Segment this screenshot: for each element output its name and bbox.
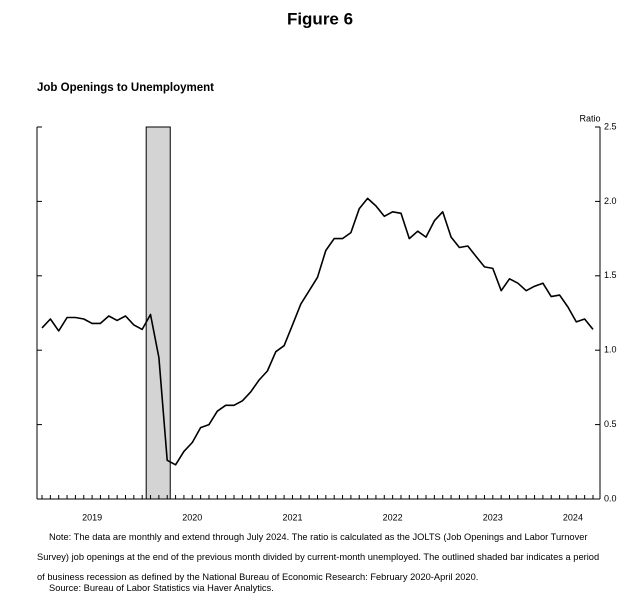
recession-bar xyxy=(145,126,171,500)
x-tick-label: 2019 xyxy=(82,512,102,522)
x-tick-label: 2022 xyxy=(383,512,403,522)
y-tick-label: 0.0 xyxy=(604,493,617,503)
x-tick-label: 2020 xyxy=(182,512,202,522)
x-tick-label: 2021 xyxy=(282,512,302,522)
series-line xyxy=(41,197,594,466)
y-axis-label: Ratio xyxy=(579,113,600,123)
y-tick-label: 1.5 xyxy=(604,270,617,280)
y-tick-label: 2.0 xyxy=(604,196,617,206)
figure-title: Figure 6 xyxy=(287,9,353,28)
chart: Figure 6 Job Openings to Unemployment Ra… xyxy=(36,9,617,522)
x-tick-label: 2023 xyxy=(483,512,503,522)
y-tick-label: 0.5 xyxy=(604,419,617,429)
x-tick-label: 2024 xyxy=(563,512,583,522)
y-tick-label: 2.5 xyxy=(604,121,617,131)
notes: Note: The data are monthly and extend th… xyxy=(37,532,600,582)
y-tick-label: 1.0 xyxy=(604,345,617,355)
chart-title: Job Openings to Unemployment xyxy=(37,82,214,94)
source: Source: Bureau of Labor Statistics via H… xyxy=(49,583,274,593)
